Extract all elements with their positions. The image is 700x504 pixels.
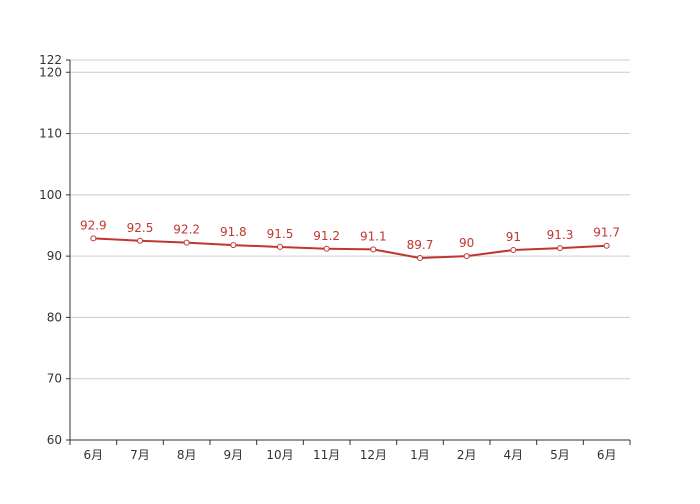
data-label: 89.7 (407, 238, 434, 252)
data-label: 91.1 (360, 229, 387, 243)
data-label: 91.2 (313, 229, 340, 243)
data-point (90, 235, 97, 242)
data-point (230, 242, 237, 249)
x-tick-label: 1月 (410, 448, 430, 462)
data-label: 91.8 (220, 225, 247, 239)
data-label: 91.5 (267, 227, 294, 241)
data-label: 92.2 (173, 223, 200, 237)
data-point (137, 237, 143, 244)
data-label-layer: 92.9 92.5 92.2 91.8 91.5 91.2 91.1 89.7 90 91 91.3… (80, 218, 620, 252)
data-label: 92.5 (127, 221, 154, 235)
data-point (370, 246, 377, 253)
y-tick-label: 90 (47, 249, 62, 263)
data-label: 91 (506, 230, 521, 244)
x-tick-label: 5月 (550, 448, 570, 462)
series-line (93, 237, 607, 259)
x-tick-label: 6月 (597, 448, 617, 462)
x-tick-label: 9月 (224, 448, 244, 462)
x-tick-label: 4月 (504, 448, 524, 462)
x-tick-label: 11月 (313, 448, 340, 462)
x-tick-label: 12月 (360, 448, 387, 462)
x-tick-label: 8月 (177, 448, 197, 462)
y-tick-label: 120 (39, 65, 62, 79)
data-point (323, 245, 330, 252)
data-label: 92.9 (80, 218, 107, 232)
x-tick-label: 10月 (266, 448, 293, 462)
data-label: 91.7 (593, 226, 620, 240)
y-tick-label: 70 (47, 372, 62, 386)
data-point (463, 253, 470, 260)
x-tick-label: 2月 (457, 448, 477, 462)
series-layer (90, 235, 610, 261)
data-label: 90 (459, 236, 474, 250)
data-point (510, 247, 517, 253)
y-tick-label: 122 (39, 53, 62, 67)
y-tick-label: 80 (47, 310, 62, 324)
data-point (417, 254, 423, 261)
y-tick-label: 60 (47, 433, 62, 447)
data-point (603, 242, 610, 249)
y-tick-label: 100 (39, 188, 62, 202)
grid-layer (70, 59, 630, 441)
y-tick-label: 110 (39, 127, 62, 141)
x-tick-label: 6月 (84, 448, 104, 462)
x-tick-label: 7月 (130, 448, 150, 462)
data-point (183, 239, 190, 246)
data-label: 91.3 (547, 228, 574, 242)
data-point (277, 243, 283, 250)
data-point (557, 245, 563, 252)
